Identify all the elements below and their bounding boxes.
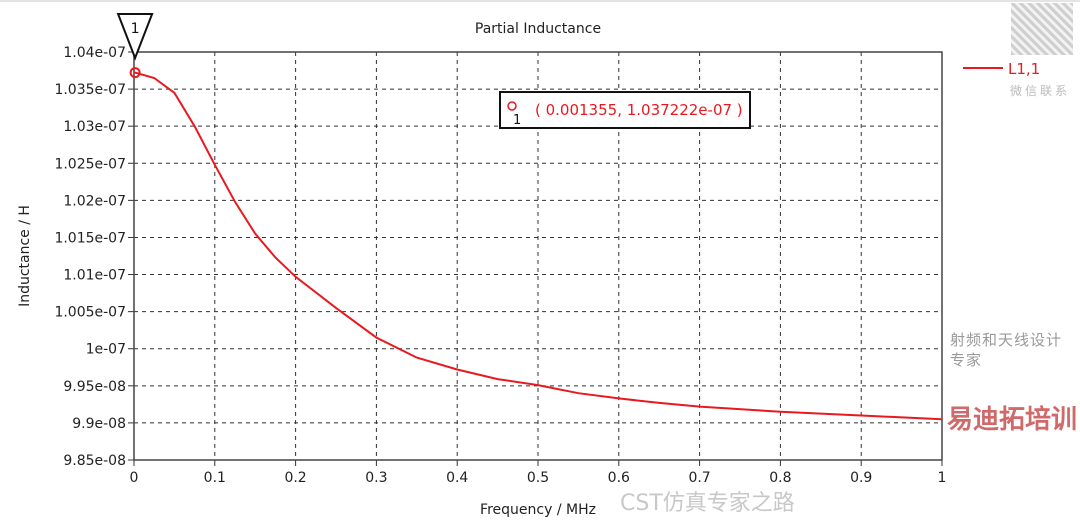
y-tick-label: 9.95e-08	[63, 379, 126, 395]
y-tick-label: 1.015e-07	[54, 230, 126, 246]
x-tick-label: 0.3	[365, 470, 387, 486]
y-tick-label: 1.04e-07	[63, 45, 126, 61]
y-tick-label: 1.025e-07	[54, 156, 126, 172]
y-tick-label: 1.01e-07	[63, 268, 126, 284]
marker-flag-label: 1	[131, 21, 140, 37]
x-tick-label: 0.1	[204, 470, 226, 486]
annotation-marker-label: 1	[513, 113, 521, 128]
legend-entry-L1-1: L1,1	[1008, 60, 1040, 78]
annotation-marker-icon	[507, 101, 517, 111]
plot-frame	[133, 51, 943, 461]
x-tick-label: 0.5	[527, 470, 549, 486]
y-axis-label: Inductance / H	[17, 205, 33, 307]
x-axis-label: Frequency / MHz	[480, 502, 596, 518]
y-tick-label: 1.035e-07	[54, 82, 126, 98]
marker-annotation-text: ( 0.001355, 1.037222e-07 )	[535, 101, 743, 119]
x-tick-label: 0.8	[769, 470, 791, 486]
x-tick-label: 0.7	[688, 470, 710, 486]
y-tick-label: 1e-07	[86, 342, 126, 358]
x-tick-label: 0.6	[608, 470, 630, 486]
marker-annotation-box	[499, 91, 751, 129]
y-tick-label: 9.85e-08	[63, 453, 126, 469]
x-tick-label: 0.9	[850, 470, 872, 486]
x-tick-label: 0.4	[446, 470, 468, 486]
x-tick-label: 0	[130, 470, 139, 486]
chart-title: Partial Inductance	[475, 21, 601, 37]
y-tick-label: 9.9e-08	[72, 416, 126, 432]
marker-point	[129, 67, 141, 79]
x-tick-label: 0.2	[284, 470, 306, 486]
top-border	[0, 0, 1080, 2]
y-tick-label: 1.03e-07	[63, 119, 126, 135]
marker-flag-icon	[116, 13, 154, 61]
y-tick-label: 1.02e-07	[63, 193, 126, 209]
y-tick-label: 1.005e-07	[54, 305, 126, 321]
series-line-L1-1	[134, 71, 943, 421]
legend: L1,1	[963, 60, 1040, 78]
marker-point-center	[134, 71, 137, 74]
x-tick-label: 1	[938, 470, 947, 486]
